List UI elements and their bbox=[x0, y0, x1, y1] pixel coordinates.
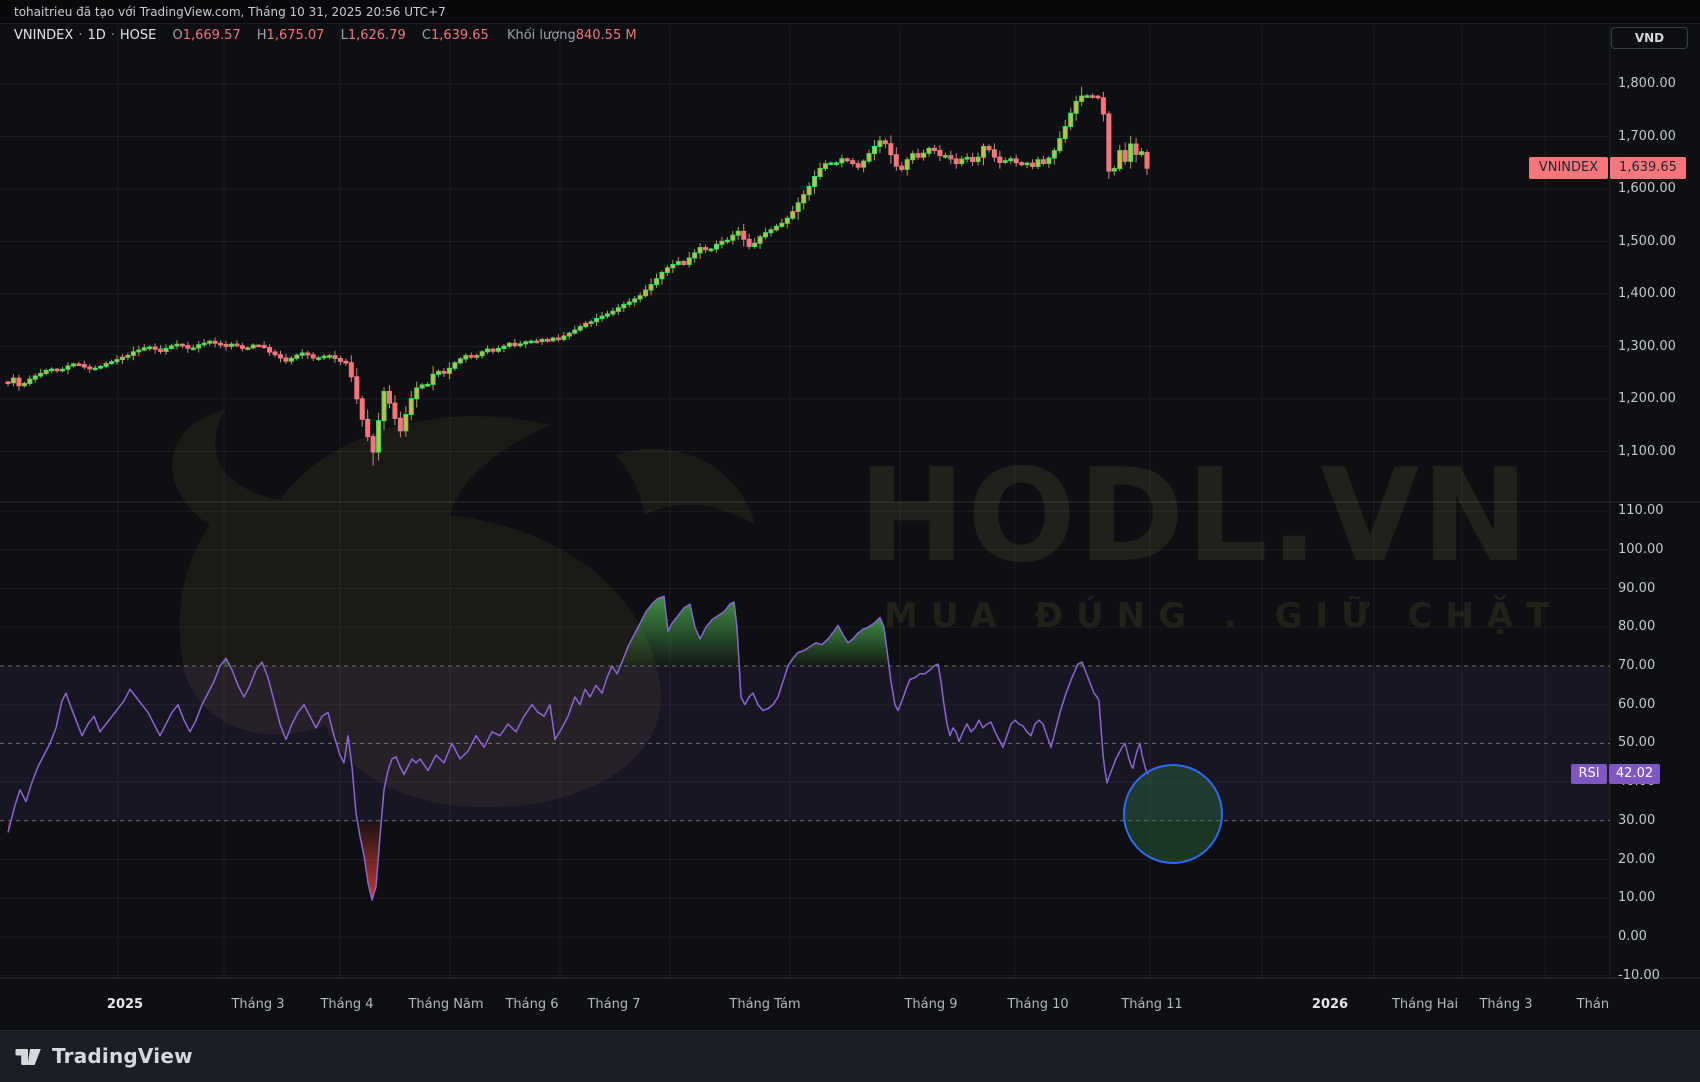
rsi-tick: 30.00 bbox=[1618, 812, 1656, 828]
time-axis[interactable]: 2025 Tháng 3 Tháng 4 Tháng Năm Tháng 6 Tháng … bbox=[0, 979, 1610, 1029]
symbol-legend: VNINDEX · 1D · HOSE O1,669.57 H1,675.07 L1,6… bbox=[14, 28, 637, 43]
rsi-badge-value: 42.02 bbox=[1609, 764, 1660, 785]
legend-close-value: 1,639.65 bbox=[430, 28, 489, 43]
time-axis-label: Tháng Hai bbox=[1391, 997, 1459, 1012]
time-axis-label: Tháng Tám bbox=[729, 997, 801, 1012]
currency-toggle-button[interactable]: VND bbox=[1611, 27, 1688, 49]
volume-value: 840.55 M bbox=[575, 28, 637, 43]
tradingview-brand[interactable]: TradingView bbox=[52, 1044, 193, 1068]
price-tick: 1,800.00 bbox=[1618, 76, 1676, 91]
price-tick: 1,700.00 bbox=[1618, 128, 1676, 144]
price-tick: 1,100.00 bbox=[1618, 443, 1676, 459]
time-axis-label: Tháng bbox=[1576, 997, 1610, 1012]
legend-exchange: HOSE bbox=[119, 28, 157, 43]
legend-high-value: 1,675.07 bbox=[266, 28, 325, 43]
rsi-tick: 90.00 bbox=[1618, 580, 1656, 596]
time-axis-label: 2026 bbox=[1311, 997, 1349, 1012]
price-tick: 1,500.00 bbox=[1618, 233, 1676, 249]
time-axis-label: Tháng 6 bbox=[505, 997, 559, 1012]
time-axis-label: Tháng 3 bbox=[1479, 997, 1533, 1012]
time-axis-label: 2025 bbox=[106, 997, 144, 1012]
rsi-tick: 80.00 bbox=[1618, 619, 1656, 635]
time-axis-label: Tháng 3 bbox=[231, 997, 285, 1012]
rsi-tick: 100.00 bbox=[1618, 541, 1664, 557]
last-price-badge: VNINDEX 1,639.65 bbox=[1529, 157, 1686, 180]
attribution-text: tohaitrieu đã tạo với TradingView.com, T… bbox=[14, 5, 446, 19]
legend-open-label: O bbox=[172, 28, 183, 43]
rsi-tick: -10.00 bbox=[1618, 967, 1660, 983]
legend-high-label: H bbox=[256, 28, 267, 43]
legend-close-label: C bbox=[421, 28, 431, 43]
price-tick: 1,600.00 bbox=[1618, 181, 1676, 196]
tradingview-logo-icon[interactable] bbox=[14, 1043, 42, 1071]
last-price-value: 1,639.65 bbox=[1610, 157, 1686, 180]
time-axis-label: Tháng Năm bbox=[408, 997, 484, 1012]
rsi-tick: 70.00 bbox=[1618, 658, 1656, 673]
rsi-badge-label: RSI bbox=[1571, 764, 1607, 785]
rsi-tick: 10.00 bbox=[1618, 890, 1656, 906]
rsi-tick: 20.00 bbox=[1618, 851, 1656, 867]
last-price-symbol: VNINDEX bbox=[1529, 157, 1608, 180]
rsi-tick: 0.00 bbox=[1618, 928, 1647, 944]
legend-low-label: L bbox=[340, 28, 348, 43]
legend-open-value: 1,669.57 bbox=[182, 28, 241, 43]
rsi-tick: 110.00 bbox=[1618, 503, 1664, 519]
time-axis-label: Tháng 11 bbox=[1121, 997, 1183, 1012]
rsi-tick: 60.00 bbox=[1618, 696, 1656, 712]
time-axis-label: Tháng 7 bbox=[587, 997, 641, 1012]
rsi-tick: 50.00 bbox=[1618, 735, 1656, 751]
price-tick: 1,300.00 bbox=[1618, 338, 1676, 354]
footer-bar: TradingView bbox=[0, 1030, 1700, 1082]
time-axis-label: Tháng 9 bbox=[904, 997, 958, 1012]
legend-low-value: 1,626.79 bbox=[347, 28, 406, 43]
rsi-value-badge: RSI 42.02 bbox=[1571, 764, 1660, 785]
attribution-bar: tohaitrieu đã tạo với TradingView.com, T… bbox=[0, 0, 1700, 24]
legend-symbol[interactable]: VNINDEX bbox=[14, 28, 74, 43]
volume-label: Khối lượng bbox=[506, 28, 576, 43]
price-tick: 1,400.00 bbox=[1618, 286, 1676, 301]
time-axis-label: Tháng 4 bbox=[320, 997, 374, 1012]
legend-interval: 1D bbox=[87, 28, 106, 43]
time-axis-label: Tháng 10 bbox=[1007, 997, 1069, 1012]
price-tick: 1,200.00 bbox=[1618, 391, 1676, 406]
